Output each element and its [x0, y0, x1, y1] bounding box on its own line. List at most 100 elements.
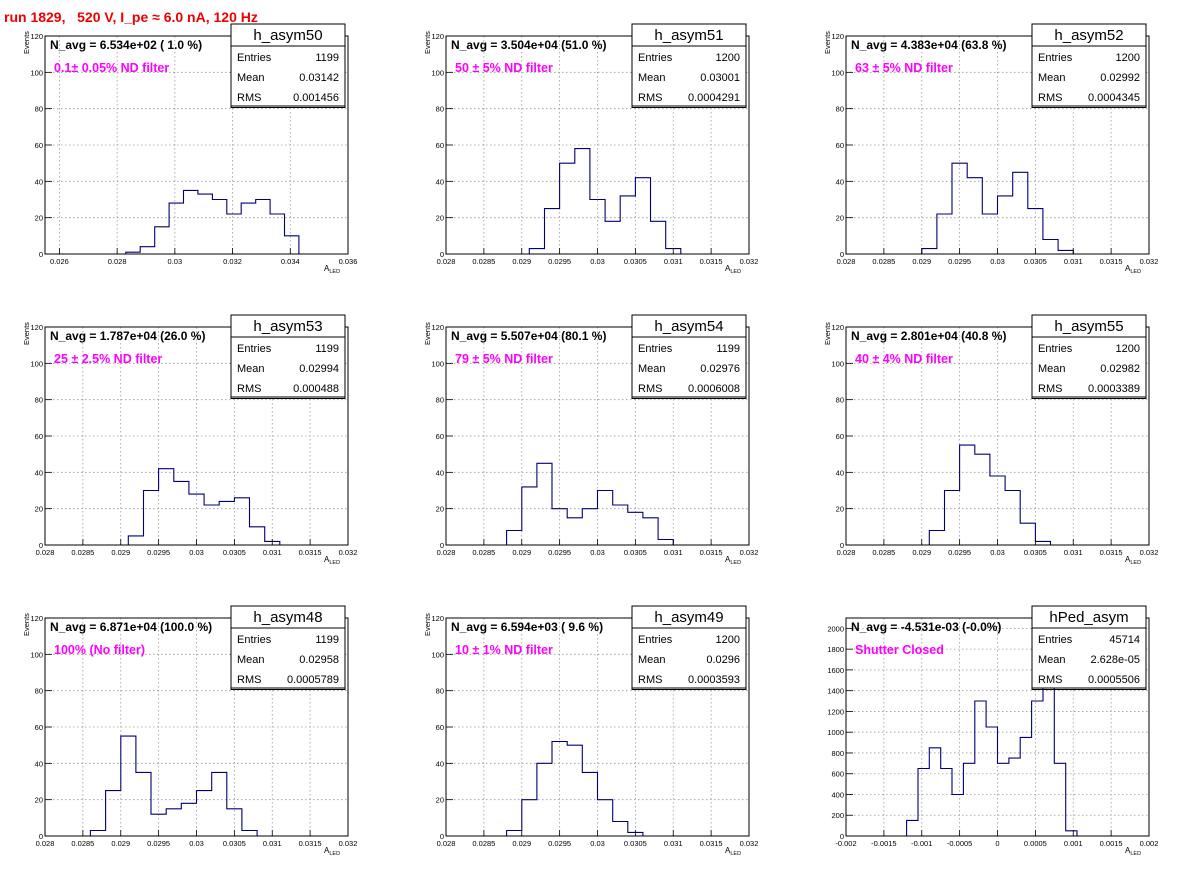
- histogram-series: [928, 444, 1052, 545]
- x-tick-label: 0.032: [740, 257, 759, 266]
- y-tick-label: 20: [836, 505, 844, 514]
- x-tick-label: 0.0295: [548, 257, 571, 266]
- stats-key: RMS: [237, 383, 261, 395]
- y-tick-label: 100: [30, 650, 43, 659]
- histogram-series: [921, 162, 1074, 254]
- stats-value: 0.0005506: [1088, 674, 1140, 686]
- y-tick-label: 40: [35, 177, 43, 186]
- y-tick-label: 100: [431, 359, 444, 368]
- stats-key: Mean: [1038, 72, 1066, 84]
- y-tick-label: 800: [831, 749, 844, 758]
- stats-key: Entries: [237, 634, 272, 646]
- navg-label: N_avg = 5.507e+04 (80.1 %): [451, 329, 606, 343]
- y-tick-label: 40: [436, 177, 444, 186]
- stats-value: 45714: [1109, 634, 1140, 646]
- stats-box-title: h_asym53: [253, 318, 322, 335]
- filter-label: Shutter Closed: [855, 643, 944, 657]
- y-tick-label: 60: [836, 432, 844, 441]
- x-tick-label: 0.0015: [1100, 839, 1123, 848]
- x-tick-label: 0.0315: [1100, 257, 1123, 266]
- x-tick-label: 0.029: [912, 257, 931, 266]
- histogram-series: [127, 468, 281, 545]
- x-tick-label: 0.0295: [948, 257, 971, 266]
- stats-box-title: h_asym52: [1054, 27, 1123, 44]
- x-axis-label: ALED: [1125, 264, 1141, 275]
- x-tick-label: 0.03: [990, 257, 1005, 266]
- y-tick-label: 60: [836, 141, 844, 150]
- stats-key: Mean: [638, 72, 666, 84]
- x-tick-label: 0.032: [740, 548, 759, 557]
- filter-label: 10 ± 1% ND filter: [455, 643, 553, 657]
- y-tick-label: 0: [440, 250, 444, 259]
- x-axis-label: ALED: [725, 846, 741, 857]
- x-tick-label: 0.029: [912, 548, 931, 557]
- stats-value: 0.02992: [1100, 72, 1140, 84]
- page-title: run 1829, 520 V, I_pe ≈ 6.0 nA, 120 Hz: [4, 9, 258, 25]
- y-axis-label: Events: [823, 322, 832, 345]
- y-tick-label: 40: [836, 177, 844, 186]
- x-axis-label-subscript: LED: [1130, 560, 1141, 566]
- stats-key: Mean: [1038, 654, 1066, 666]
- y-tick-label: 0: [440, 832, 444, 841]
- y-tick-label: 20: [436, 214, 444, 223]
- x-tick-label: 0.03: [590, 257, 605, 266]
- y-tick-label: 200: [831, 811, 844, 820]
- y-tick-label: 100: [431, 650, 444, 659]
- stats-value: 1200: [716, 52, 740, 64]
- stats-key: Entries: [638, 343, 673, 355]
- y-tick-label: 100: [831, 359, 844, 368]
- panel-h_asym54: 0.028 0.0285 0.029 0.0295 0.03 0.0305 0.031 0.0…: [423, 314, 759, 566]
- x-tick-label: -0.0005: [947, 839, 972, 848]
- x-axis-label-subscript: LED: [329, 269, 340, 275]
- stats-key: RMS: [638, 383, 662, 395]
- y-tick-label: 120: [831, 32, 844, 41]
- y-tick-label: 20: [436, 505, 444, 514]
- navg-label: N_avg = 6.594e+03 ( 9.6 %): [451, 620, 603, 634]
- stats-box-frame: [1031, 605, 1147, 689]
- navg-label: N_avg = 4.383e+04 (63.8 %): [851, 38, 1006, 52]
- y-tick-label: 0: [39, 832, 43, 841]
- y-tick-label: 1000: [827, 728, 844, 737]
- filter-label: 100% (No filter): [54, 643, 145, 657]
- filter-label: 50 ± 5% ND filter: [455, 61, 553, 75]
- y-tick-label: 1600: [827, 666, 844, 675]
- stats-key: RMS: [638, 674, 662, 686]
- stats-key: Entries: [237, 52, 272, 64]
- stats-box-title: h_asym50: [253, 27, 322, 44]
- x-tick-label: 0.028: [837, 548, 856, 557]
- x-tick-label: 0.031: [664, 548, 683, 557]
- stats-box-title: h_asym49: [654, 609, 723, 626]
- x-tick-label: 0.032: [339, 839, 358, 848]
- y-tick-label: 60: [436, 141, 444, 150]
- x-tick-label: 0.0285: [472, 548, 495, 557]
- y-tick-label: 0: [840, 541, 844, 550]
- x-tick-label: 0.029: [512, 839, 531, 848]
- x-tick-label: 0.0285: [472, 257, 495, 266]
- y-tick-label: 100: [431, 68, 444, 77]
- panel-h_asym48: 0.028 0.0285 0.029 0.0295 0.03 0.0305 0.031 0.0…: [22, 605, 358, 857]
- x-tick-label: 0.0305: [1024, 548, 1047, 557]
- x-axis-label: ALED: [324, 555, 340, 566]
- stats-value: 1199: [716, 343, 740, 355]
- x-tick-label: 0.028: [437, 548, 456, 557]
- stats-value: 0.02976: [700, 363, 740, 375]
- y-tick-label: 0: [840, 832, 844, 841]
- y-tick-label: 80: [836, 105, 844, 114]
- y-tick-label: 40: [35, 759, 43, 768]
- navg-label: N_avg = 6.871e+04 (100.0 %): [50, 620, 212, 634]
- x-tick-label: 0.0295: [147, 839, 170, 848]
- x-axis-label: ALED: [725, 555, 741, 566]
- navg-label: N_avg = 3.504e+04 (51.0 %): [451, 38, 606, 52]
- stats-box-title: h_asym55: [1054, 318, 1123, 335]
- y-axis-label: Events: [423, 613, 432, 636]
- stats-box-frame: [1031, 23, 1147, 107]
- stats-value: 0.03001: [700, 72, 740, 84]
- stats-box-frame: [230, 314, 346, 398]
- x-tick-label: 0.029: [512, 257, 531, 266]
- x-tick-label: 0.029: [111, 839, 130, 848]
- x-tick-label: 0.03: [590, 839, 605, 848]
- navg-label: N_avg = 6.534e+02 ( 1.0 %): [50, 38, 202, 52]
- stats-key: RMS: [1038, 383, 1062, 395]
- x-tick-label: 0.0285: [71, 548, 94, 557]
